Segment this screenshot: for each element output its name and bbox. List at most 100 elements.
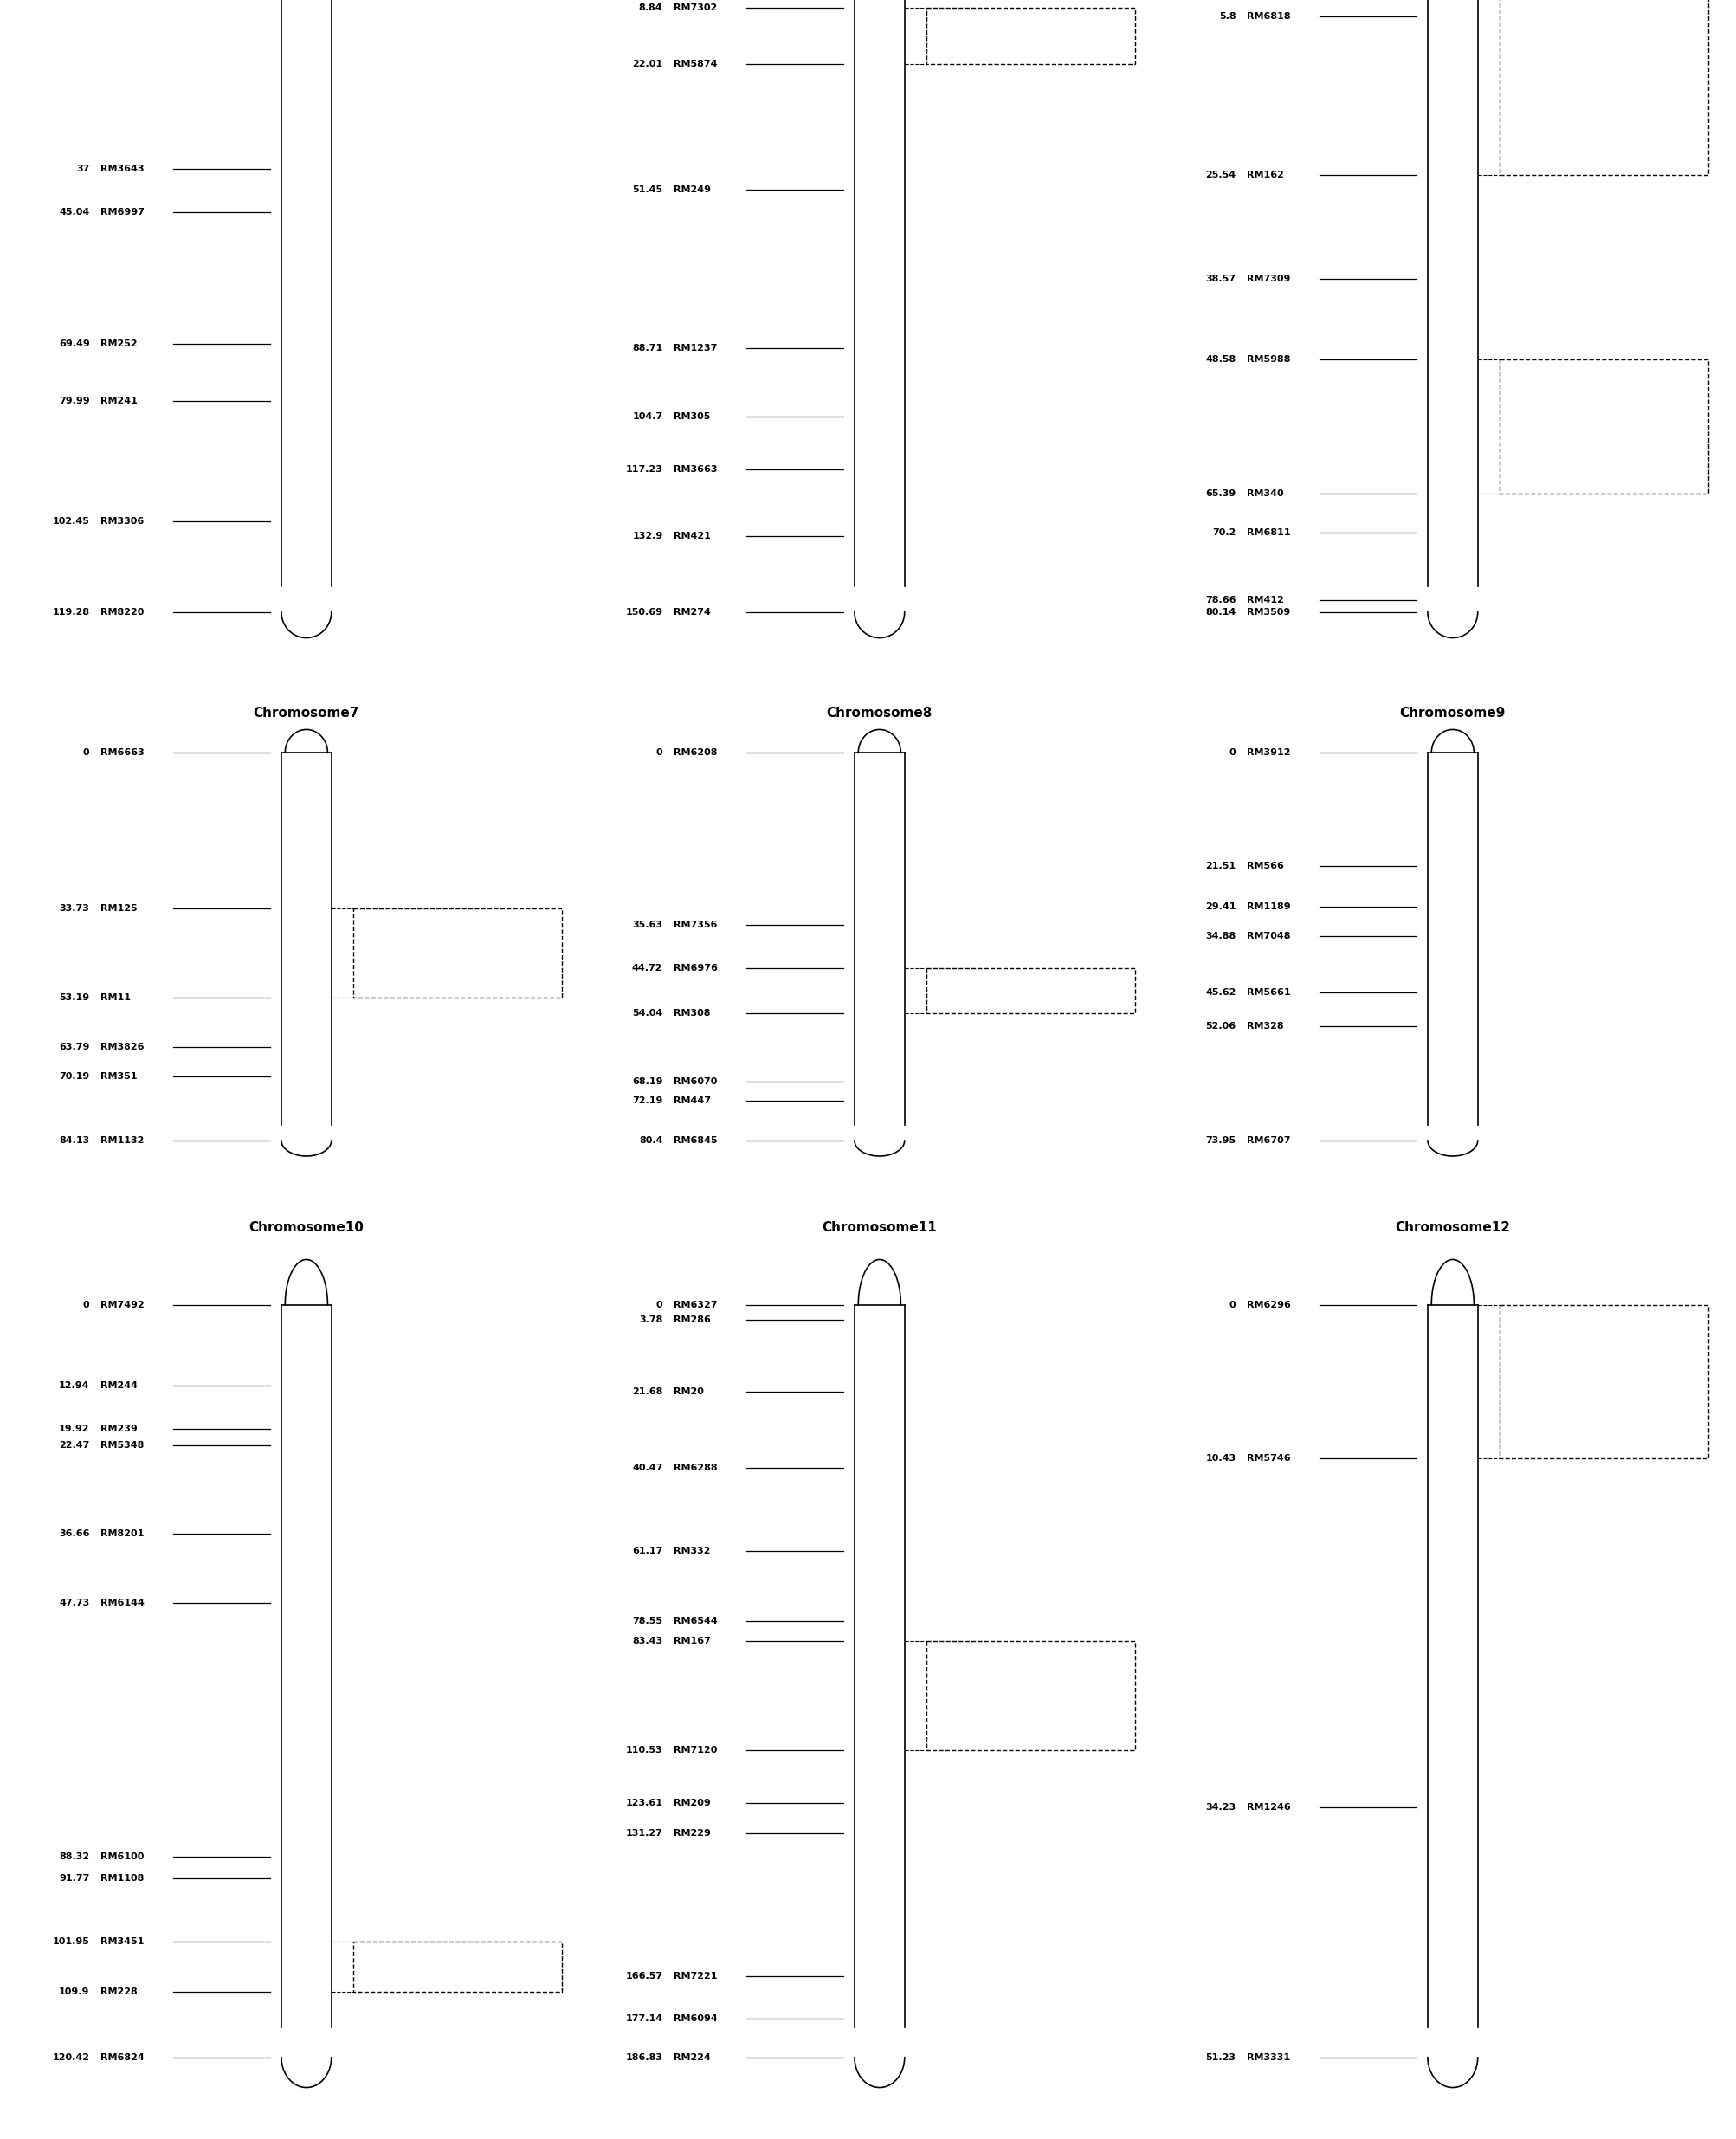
Text: 22.01: 22.01 (632, 60, 663, 68)
Text: 25.54: 25.54 (1205, 171, 1236, 180)
Text: 177.14: 177.14 (625, 2015, 663, 2023)
Text: RM20: RM20 (674, 1388, 703, 1397)
Text: RM332: RM332 (674, 1546, 710, 1555)
Text: RM6811: RM6811 (1246, 528, 1290, 537)
Text: RM5988: RM5988 (1246, 355, 1290, 364)
Text: 80.14: 80.14 (1205, 607, 1236, 616)
Text: RM6976: RM6976 (674, 965, 717, 973)
Text: RM3663: RM3663 (674, 466, 717, 475)
Text: 79.99: 79.99 (59, 396, 90, 404)
Text: 78.55: 78.55 (632, 1617, 663, 1626)
Text: 3.78: 3.78 (639, 1315, 663, 1324)
Text: RM5874: RM5874 (674, 60, 717, 68)
Text: RM5348: RM5348 (101, 1442, 144, 1450)
Bar (927, 1641, 1135, 1750)
Text: 29.41: 29.41 (1205, 903, 1236, 911)
Text: 73.95: 73.95 (1205, 1136, 1236, 1144)
Text: 5.8: 5.8 (1219, 13, 1236, 21)
Text: Chromosome12: Chromosome12 (1394, 1221, 1510, 1234)
Text: RM11: RM11 (101, 995, 130, 1003)
Text: RM241: RM241 (101, 396, 137, 404)
Text: RM3331: RM3331 (1246, 2053, 1290, 2062)
Text: RM308: RM308 (674, 1010, 710, 1018)
Text: 35.63: 35.63 (632, 920, 663, 928)
Text: RM5661: RM5661 (1246, 988, 1290, 997)
Text: 52.06: 52.06 (1205, 1022, 1236, 1031)
Bar (927, 9, 1135, 64)
Text: RM7048: RM7048 (1246, 930, 1290, 939)
Text: RM1189: RM1189 (1246, 903, 1290, 911)
Polygon shape (1427, 612, 1477, 637)
Text: RM6327: RM6327 (674, 1301, 717, 1309)
Text: 45.04: 45.04 (59, 207, 90, 216)
Text: qGT6: qGT6 (1590, 49, 1618, 58)
Text: RM6707: RM6707 (1246, 1136, 1290, 1144)
Text: 21.51: 21.51 (1205, 862, 1236, 871)
Bar (1500, 359, 1708, 494)
Text: RM209: RM209 (674, 1799, 710, 1807)
Text: RM7492: RM7492 (101, 1301, 144, 1309)
Text: RM239: RM239 (101, 1425, 137, 1433)
Bar (1500, 0, 1708, 175)
Text: RM6824: RM6824 (101, 2053, 144, 2062)
Text: RM6296: RM6296 (1246, 1301, 1290, 1309)
Polygon shape (1430, 729, 1474, 753)
Text: qGL10: qGL10 (441, 1961, 476, 1972)
Text: 150.69: 150.69 (625, 607, 663, 616)
Text: RM6100: RM6100 (101, 1852, 144, 1861)
Text: 120.42: 120.42 (52, 2053, 90, 2062)
Text: qGR7: qGR7 (443, 950, 472, 958)
Text: 48.58: 48.58 (1205, 355, 1236, 364)
Text: 54.04: 54.04 (632, 1010, 663, 1018)
Text: 22.47: 22.47 (59, 1442, 90, 1450)
Bar (1500, 1305, 1708, 1459)
Text: 0: 0 (1229, 1301, 1236, 1309)
Text: RM3451: RM3451 (101, 1938, 144, 1946)
Polygon shape (281, 612, 332, 637)
Text: RM447: RM447 (674, 1097, 710, 1106)
Text: RM252: RM252 (101, 340, 137, 349)
Text: 65.39: 65.39 (1205, 490, 1236, 498)
Text: RM6208: RM6208 (674, 749, 717, 757)
Polygon shape (858, 729, 901, 753)
Text: RM3826: RM3826 (101, 1042, 144, 1050)
Text: 19.92: 19.92 (59, 1425, 90, 1433)
Text: 61.17: 61.17 (632, 1546, 663, 1555)
Text: RM6144: RM6144 (101, 1598, 144, 1606)
Polygon shape (1427, 2058, 1477, 2088)
Text: 101.95: 101.95 (52, 1938, 90, 1946)
Text: 72.19: 72.19 (632, 1097, 663, 1106)
Polygon shape (281, 1140, 332, 1155)
Text: RM566: RM566 (1246, 862, 1283, 871)
Text: Chromosome9: Chromosome9 (1399, 706, 1505, 719)
Text: 44.72: 44.72 (632, 965, 663, 973)
Text: 110.53: 110.53 (625, 1745, 663, 1754)
Text: 117.23: 117.23 (625, 466, 663, 475)
Text: 88.71: 88.71 (632, 344, 663, 353)
Text: 34.23: 34.23 (1205, 1803, 1236, 1812)
Text: RM229: RM229 (674, 1829, 710, 1837)
Text: 69.49: 69.49 (59, 340, 90, 349)
Text: RM6818: RM6818 (1246, 13, 1290, 21)
Text: 63.79: 63.79 (59, 1042, 90, 1050)
Text: 36.66: 36.66 (59, 1529, 90, 1538)
Text: 0: 0 (83, 1301, 90, 1309)
Text: 84.13: 84.13 (59, 1136, 90, 1144)
Polygon shape (854, 612, 904, 637)
Text: RM228: RM228 (101, 1987, 137, 1996)
Text: 0: 0 (656, 1301, 663, 1309)
Text: RM162: RM162 (1246, 171, 1283, 180)
Text: 88.32: 88.32 (59, 1852, 90, 1861)
Text: RM305: RM305 (674, 413, 710, 421)
Text: RM5746: RM5746 (1246, 1455, 1290, 1463)
Text: 21.68: 21.68 (632, 1388, 663, 1397)
Text: 123.61: 123.61 (625, 1799, 663, 1807)
Text: RM3306: RM3306 (101, 518, 144, 526)
Text: RM249: RM249 (674, 184, 710, 195)
Text: 166.57: 166.57 (625, 1972, 663, 1981)
Text: RM6544: RM6544 (674, 1617, 717, 1626)
Text: RM224: RM224 (674, 2053, 710, 2062)
Text: qPL6: qPL6 (1590, 421, 1616, 430)
Text: 70.2: 70.2 (1212, 528, 1236, 537)
Text: qGL11: qGL11 (1014, 1668, 1049, 1677)
